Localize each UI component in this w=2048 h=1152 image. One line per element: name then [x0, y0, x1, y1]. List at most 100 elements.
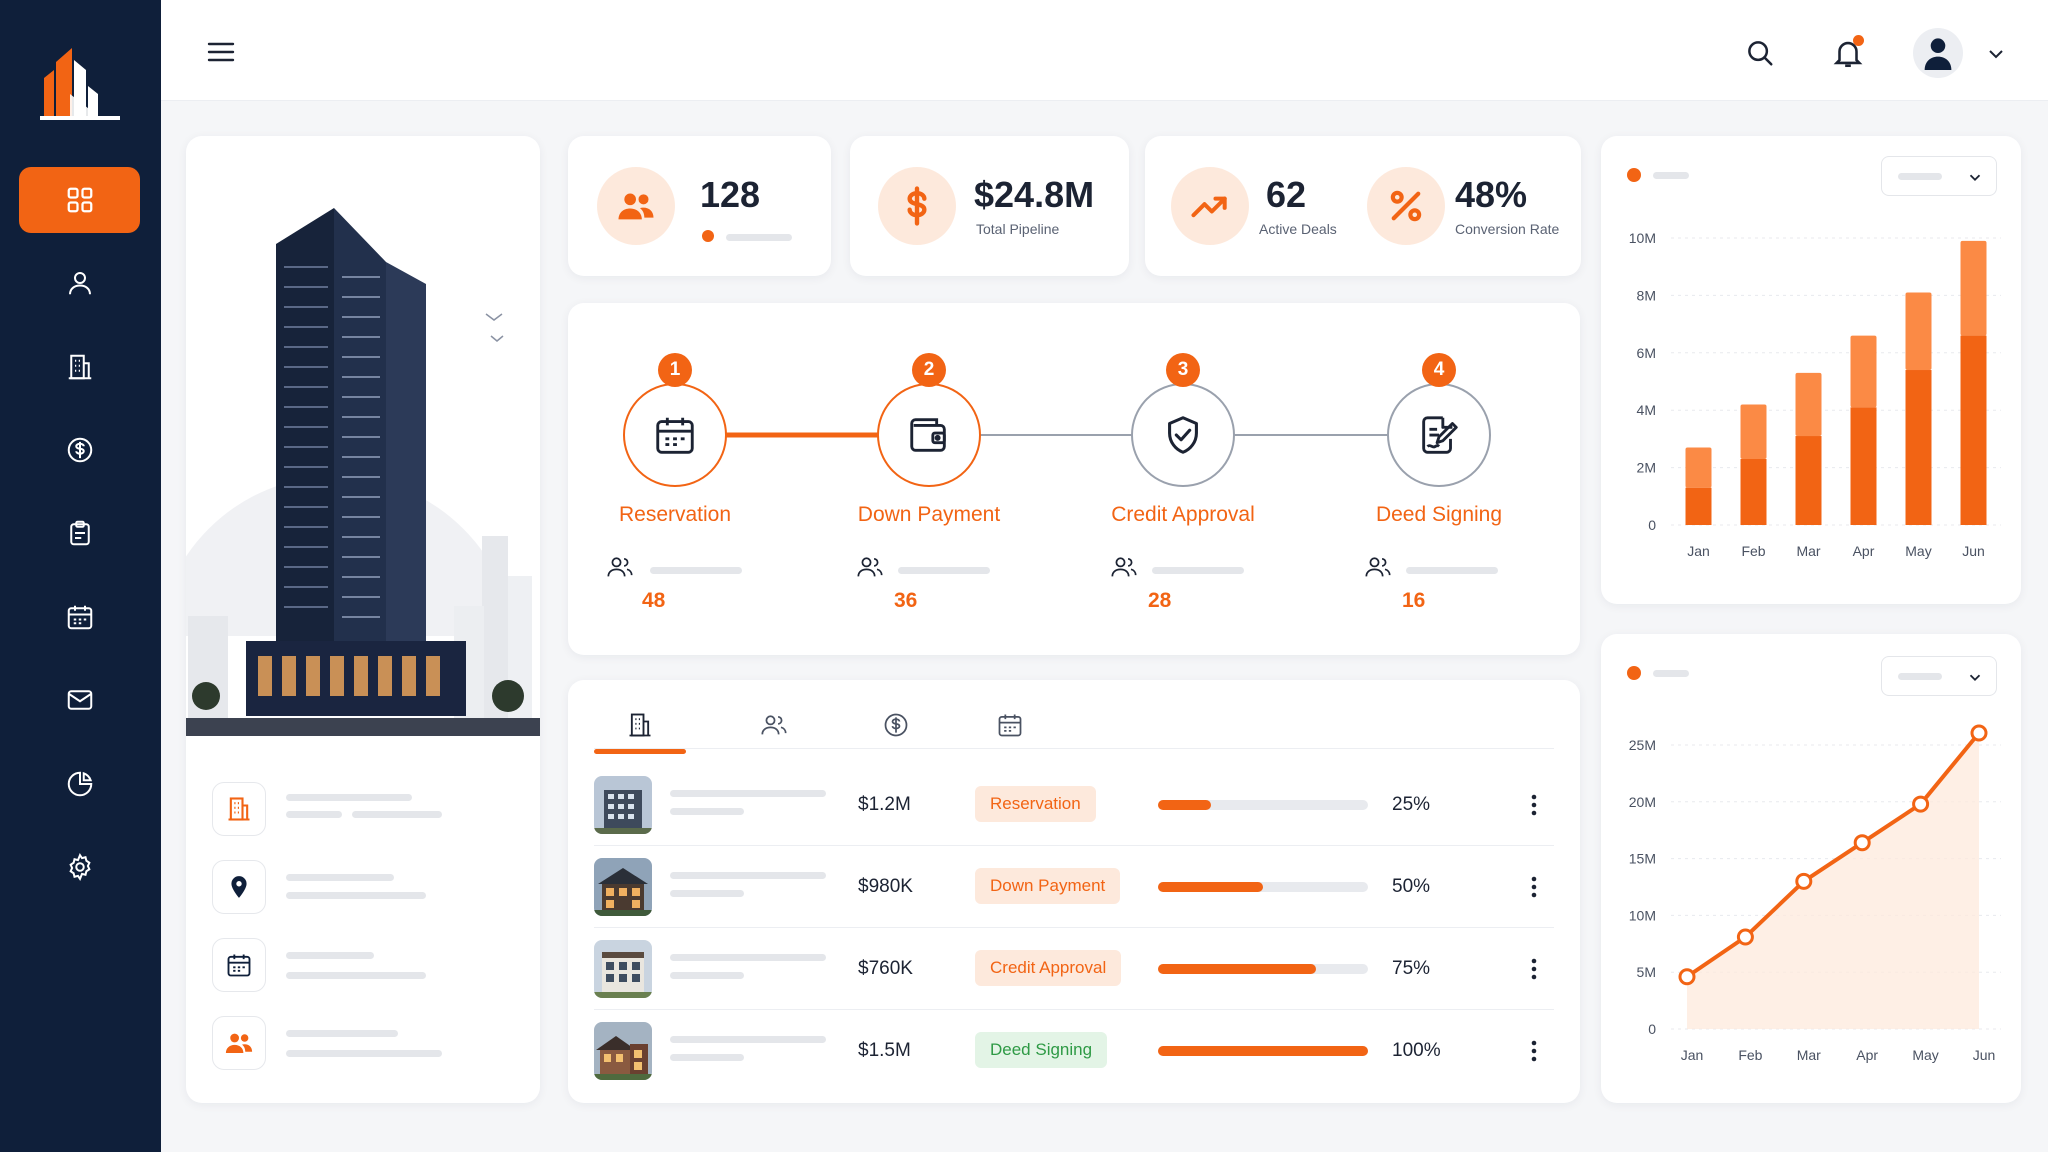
status-badge: Reservation: [975, 786, 1096, 822]
row-menu-button[interactable]: [1518, 788, 1550, 822]
nav-dashboard[interactable]: [19, 167, 140, 233]
property-thumbnail: [594, 1022, 652, 1080]
more-vertical-icon: [1531, 876, 1537, 898]
trend-up-icon: [1191, 196, 1227, 218]
calendar-icon: [656, 417, 694, 454]
deal-amount: $1.5M: [858, 1040, 911, 1061]
row-menu-button[interactable]: [1518, 1034, 1550, 1068]
dollar-icon: [67, 437, 92, 463]
data-point[interactable]: [1912, 795, 1930, 813]
stage-number: 2: [912, 353, 946, 387]
chevron-down-icon: [1969, 174, 1981, 181]
avatar[interactable]: [1913, 28, 1963, 78]
bar-segment[interactable]: [1795, 372, 1822, 437]
progress-fill: [1158, 800, 1211, 810]
nav-tasks[interactable]: [19, 500, 140, 566]
nav-calendar[interactable]: [19, 584, 140, 650]
bar-segment[interactable]: [1850, 407, 1877, 525]
deal-percent: 50%: [1392, 876, 1431, 897]
stat-card-pipeline: $24.8M Total Pipeline: [850, 136, 1129, 276]
data-point[interactable]: [1970, 724, 1988, 742]
building-icon: [629, 713, 651, 737]
sidebar: [0, 0, 161, 1152]
period-dropdown[interactable]: [1881, 656, 1997, 696]
x-tick-label: Jan: [1687, 543, 1710, 559]
stat-card-deals-conversion: 62 Active Deals 48% Conversion Rate: [1145, 136, 1581, 276]
stat-label: Total Pipeline: [976, 221, 1060, 237]
bar-segment[interactable]: [1740, 458, 1767, 525]
deal-percent: 25%: [1392, 794, 1431, 815]
bell-icon[interactable]: [1831, 36, 1865, 70]
users-icon: [761, 715, 787, 735]
pipeline-stage-deed-signing[interactable]: 4 Deed Signing 16: [1324, 303, 1554, 655]
building-icon: [68, 354, 91, 380]
nav-clients[interactable]: [19, 250, 140, 316]
user-icon: [68, 272, 91, 295]
calendar-icon: [227, 954, 251, 977]
table-row[interactable]: $1.5M Deed Signing 100%: [594, 1010, 1554, 1092]
users-outline-icon: [857, 557, 883, 577]
x-tick-label: Apr: [1856, 1047, 1878, 1063]
dollar-icon: [884, 713, 908, 737]
deal-percent: 100%: [1392, 1040, 1441, 1061]
sales-area-chart: 0 5M 10M 15M 20M 25M Jan Feb Mar Apr May Jun: [1601, 634, 2021, 1103]
data-point[interactable]: [1678, 968, 1696, 986]
pie-chart-icon: [67, 771, 92, 797]
stage-name: Deed Signing: [1375, 503, 1503, 526]
data-point[interactable]: [1795, 872, 1813, 890]
deal-percent: 75%: [1392, 958, 1431, 979]
nav-settings[interactable]: [19, 834, 140, 900]
period-dropdown[interactable]: [1881, 156, 1997, 196]
pipeline-stage-reservation[interactable]: 1 Reservation 48: [560, 303, 790, 655]
area-fill: [1687, 733, 1979, 1029]
tab-clients[interactable]: [728, 700, 820, 750]
map-pin-icon: [231, 876, 247, 898]
chevron-down-icon[interactable]: [1986, 44, 2006, 64]
x-tick-label: Apr: [1853, 543, 1875, 559]
y-tick-label: 6M: [1637, 345, 1656, 361]
building-icon: [228, 797, 250, 821]
pipeline-stage-credit-approval[interactable]: 3 Credit Approval 28: [1068, 303, 1298, 655]
row-menu-button[interactable]: [1518, 870, 1550, 904]
users-outline-icon: [1111, 557, 1137, 577]
search-icon[interactable]: [1745, 38, 1775, 68]
nav-finance[interactable]: [19, 417, 140, 483]
row-menu-button[interactable]: [1518, 952, 1550, 986]
bar-segment[interactable]: [1905, 370, 1932, 525]
data-point[interactable]: [1736, 928, 1754, 946]
tab-payments[interactable]: [850, 700, 942, 750]
nav-messages[interactable]: [19, 667, 140, 733]
stage-name: Credit Approval: [1111, 503, 1255, 526]
bar-segment[interactable]: [1960, 240, 1987, 336]
table-row[interactable]: $1.2M Reservation 25%: [594, 764, 1554, 846]
bar-segment[interactable]: [1740, 404, 1767, 459]
x-tick-label: Jun: [1973, 1047, 1996, 1063]
progress-bar: [1158, 882, 1368, 892]
bar-segment[interactable]: [1850, 335, 1877, 408]
nav-properties[interactable]: [19, 334, 140, 400]
bar-segment[interactable]: [1960, 335, 1987, 525]
menu-icon[interactable]: [205, 38, 237, 66]
bar-segment[interactable]: [1685, 487, 1712, 525]
more-vertical-icon: [1531, 794, 1537, 816]
bar-segment[interactable]: [1685, 447, 1712, 488]
nav-reports[interactable]: [19, 751, 140, 817]
pipeline-stage-down-payment[interactable]: 2 Down Payment 36: [814, 303, 1044, 655]
tab-properties[interactable]: [594, 700, 686, 754]
calendar-icon: [998, 714, 1022, 737]
bar-segment[interactable]: [1795, 436, 1822, 525]
x-tick-label: Jan: [1681, 1047, 1704, 1063]
table-row[interactable]: $980K Down Payment 50%: [594, 846, 1554, 928]
bar-segment[interactable]: [1905, 292, 1932, 371]
detail-row-type: [212, 782, 522, 838]
deal-amount: $1.2M: [858, 794, 911, 815]
deals-table: $1.2M Reservation 25% $980K Down Payment…: [568, 680, 1580, 1103]
property-thumbnail: [594, 776, 652, 834]
data-point[interactable]: [1853, 834, 1871, 852]
table-row[interactable]: $760K Credit Approval 75%: [594, 928, 1554, 1010]
stage-name: Down Payment: [857, 503, 1001, 526]
shield-check-icon: [1168, 416, 1198, 454]
top-bar: [161, 0, 2048, 101]
y-tick-label: 2M: [1637, 460, 1656, 476]
tab-schedule[interactable]: [964, 700, 1056, 750]
